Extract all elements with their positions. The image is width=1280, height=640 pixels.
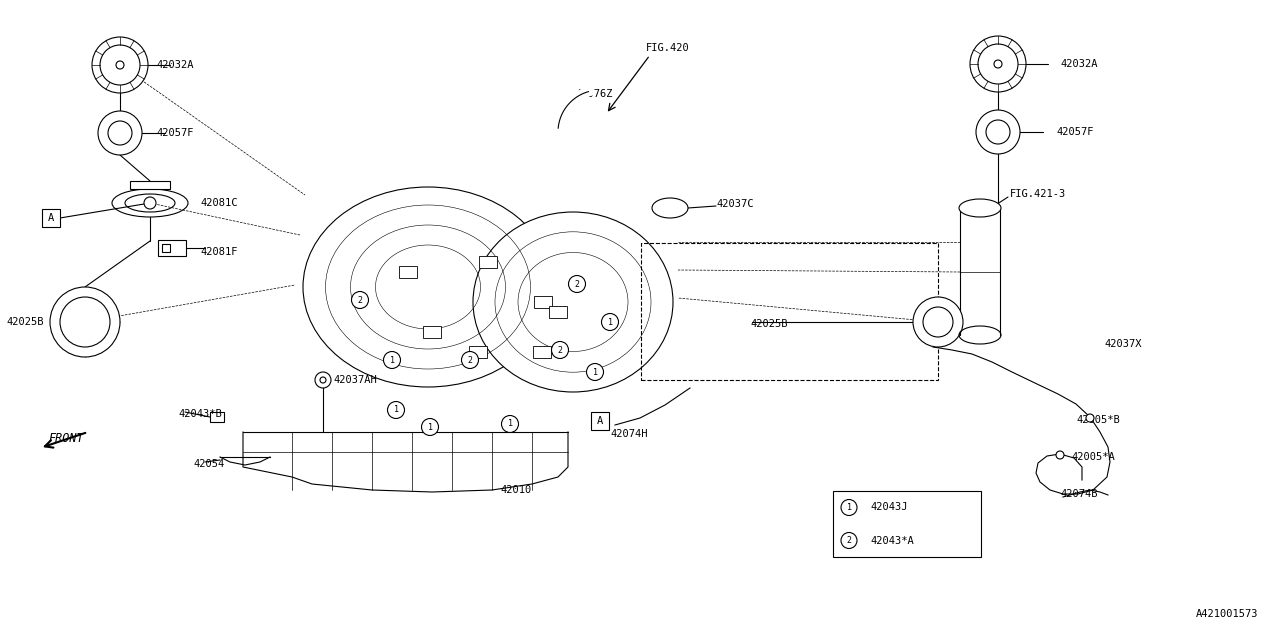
Circle shape <box>986 120 1010 144</box>
Text: FIG.420: FIG.420 <box>646 43 690 53</box>
Text: 42043*B: 42043*B <box>178 409 221 419</box>
Text: 1: 1 <box>389 355 394 365</box>
Bar <box>549 306 567 318</box>
Text: FRONT: FRONT <box>49 431 83 445</box>
Circle shape <box>421 419 439 435</box>
Circle shape <box>108 121 132 145</box>
Circle shape <box>384 351 401 369</box>
Text: 42037AH: 42037AH <box>333 375 376 385</box>
Circle shape <box>552 342 568 358</box>
Text: 2: 2 <box>467 355 472 365</box>
Text: 42057F: 42057F <box>1056 127 1093 137</box>
Circle shape <box>586 364 603 381</box>
Text: 42057F: 42057F <box>156 128 193 138</box>
Text: 42043*A: 42043*A <box>870 536 914 545</box>
Text: 42076Z: 42076Z <box>575 89 613 99</box>
Circle shape <box>388 401 404 419</box>
Text: 42054: 42054 <box>193 459 224 469</box>
Text: 1: 1 <box>507 419 512 429</box>
Text: 1: 1 <box>593 367 598 376</box>
Text: 1: 1 <box>846 503 851 512</box>
Ellipse shape <box>652 198 689 218</box>
Ellipse shape <box>303 187 553 387</box>
Text: 1: 1 <box>428 422 433 431</box>
Text: 2: 2 <box>558 346 562 355</box>
Circle shape <box>977 110 1020 154</box>
Text: 2: 2 <box>846 536 851 545</box>
Text: 42025B: 42025B <box>750 319 787 329</box>
Text: 1: 1 <box>393 406 398 415</box>
Text: A: A <box>47 213 54 223</box>
Circle shape <box>50 287 120 357</box>
Circle shape <box>970 36 1027 92</box>
Circle shape <box>978 44 1018 84</box>
Text: 42005*B: 42005*B <box>1076 415 1120 425</box>
Circle shape <box>99 111 142 155</box>
Circle shape <box>92 37 148 93</box>
Circle shape <box>145 197 156 209</box>
Text: 2: 2 <box>575 280 580 289</box>
Text: 42032A: 42032A <box>156 60 193 70</box>
Circle shape <box>502 415 518 433</box>
Circle shape <box>602 314 618 330</box>
Text: 1: 1 <box>608 317 613 326</box>
Text: 42010: 42010 <box>500 485 531 495</box>
Bar <box>210 412 224 422</box>
Circle shape <box>841 499 858 515</box>
Bar <box>641 243 938 380</box>
Text: 42081C: 42081C <box>200 198 238 208</box>
Circle shape <box>841 532 858 548</box>
Bar <box>833 491 980 557</box>
Circle shape <box>100 45 140 85</box>
Text: 42037X: 42037X <box>1103 339 1142 349</box>
Bar <box>42 209 60 227</box>
Circle shape <box>462 351 479 369</box>
Text: 42032A: 42032A <box>1060 59 1097 69</box>
Bar <box>422 326 442 338</box>
Bar <box>399 266 417 278</box>
Circle shape <box>913 297 963 347</box>
Circle shape <box>1085 414 1094 422</box>
Circle shape <box>60 297 110 347</box>
Text: 42081F: 42081F <box>200 247 238 257</box>
Circle shape <box>352 291 369 308</box>
Text: 42037C: 42037C <box>716 199 754 209</box>
Bar <box>532 346 550 358</box>
Bar <box>591 412 609 430</box>
Bar <box>534 296 552 308</box>
Ellipse shape <box>959 199 1001 217</box>
Bar <box>479 256 497 268</box>
Text: 42005*A: 42005*A <box>1071 452 1115 462</box>
Ellipse shape <box>113 189 188 217</box>
Bar <box>468 346 486 358</box>
Text: 42043J: 42043J <box>870 502 908 513</box>
Bar <box>131 181 170 189</box>
Text: A: A <box>596 416 603 426</box>
Text: 2: 2 <box>357 296 362 305</box>
Circle shape <box>568 275 585 292</box>
Text: A421001573: A421001573 <box>1196 609 1258 619</box>
Circle shape <box>923 307 954 337</box>
Text: FIG.421-3: FIG.421-3 <box>1010 189 1066 199</box>
Bar <box>163 244 170 252</box>
Bar <box>157 240 186 256</box>
Text: 42025B: 42025B <box>6 317 44 327</box>
Text: 42074B: 42074B <box>1060 489 1097 499</box>
Ellipse shape <box>474 212 673 392</box>
Text: 42074H: 42074H <box>611 429 648 439</box>
Circle shape <box>315 372 332 388</box>
Circle shape <box>1056 451 1064 459</box>
